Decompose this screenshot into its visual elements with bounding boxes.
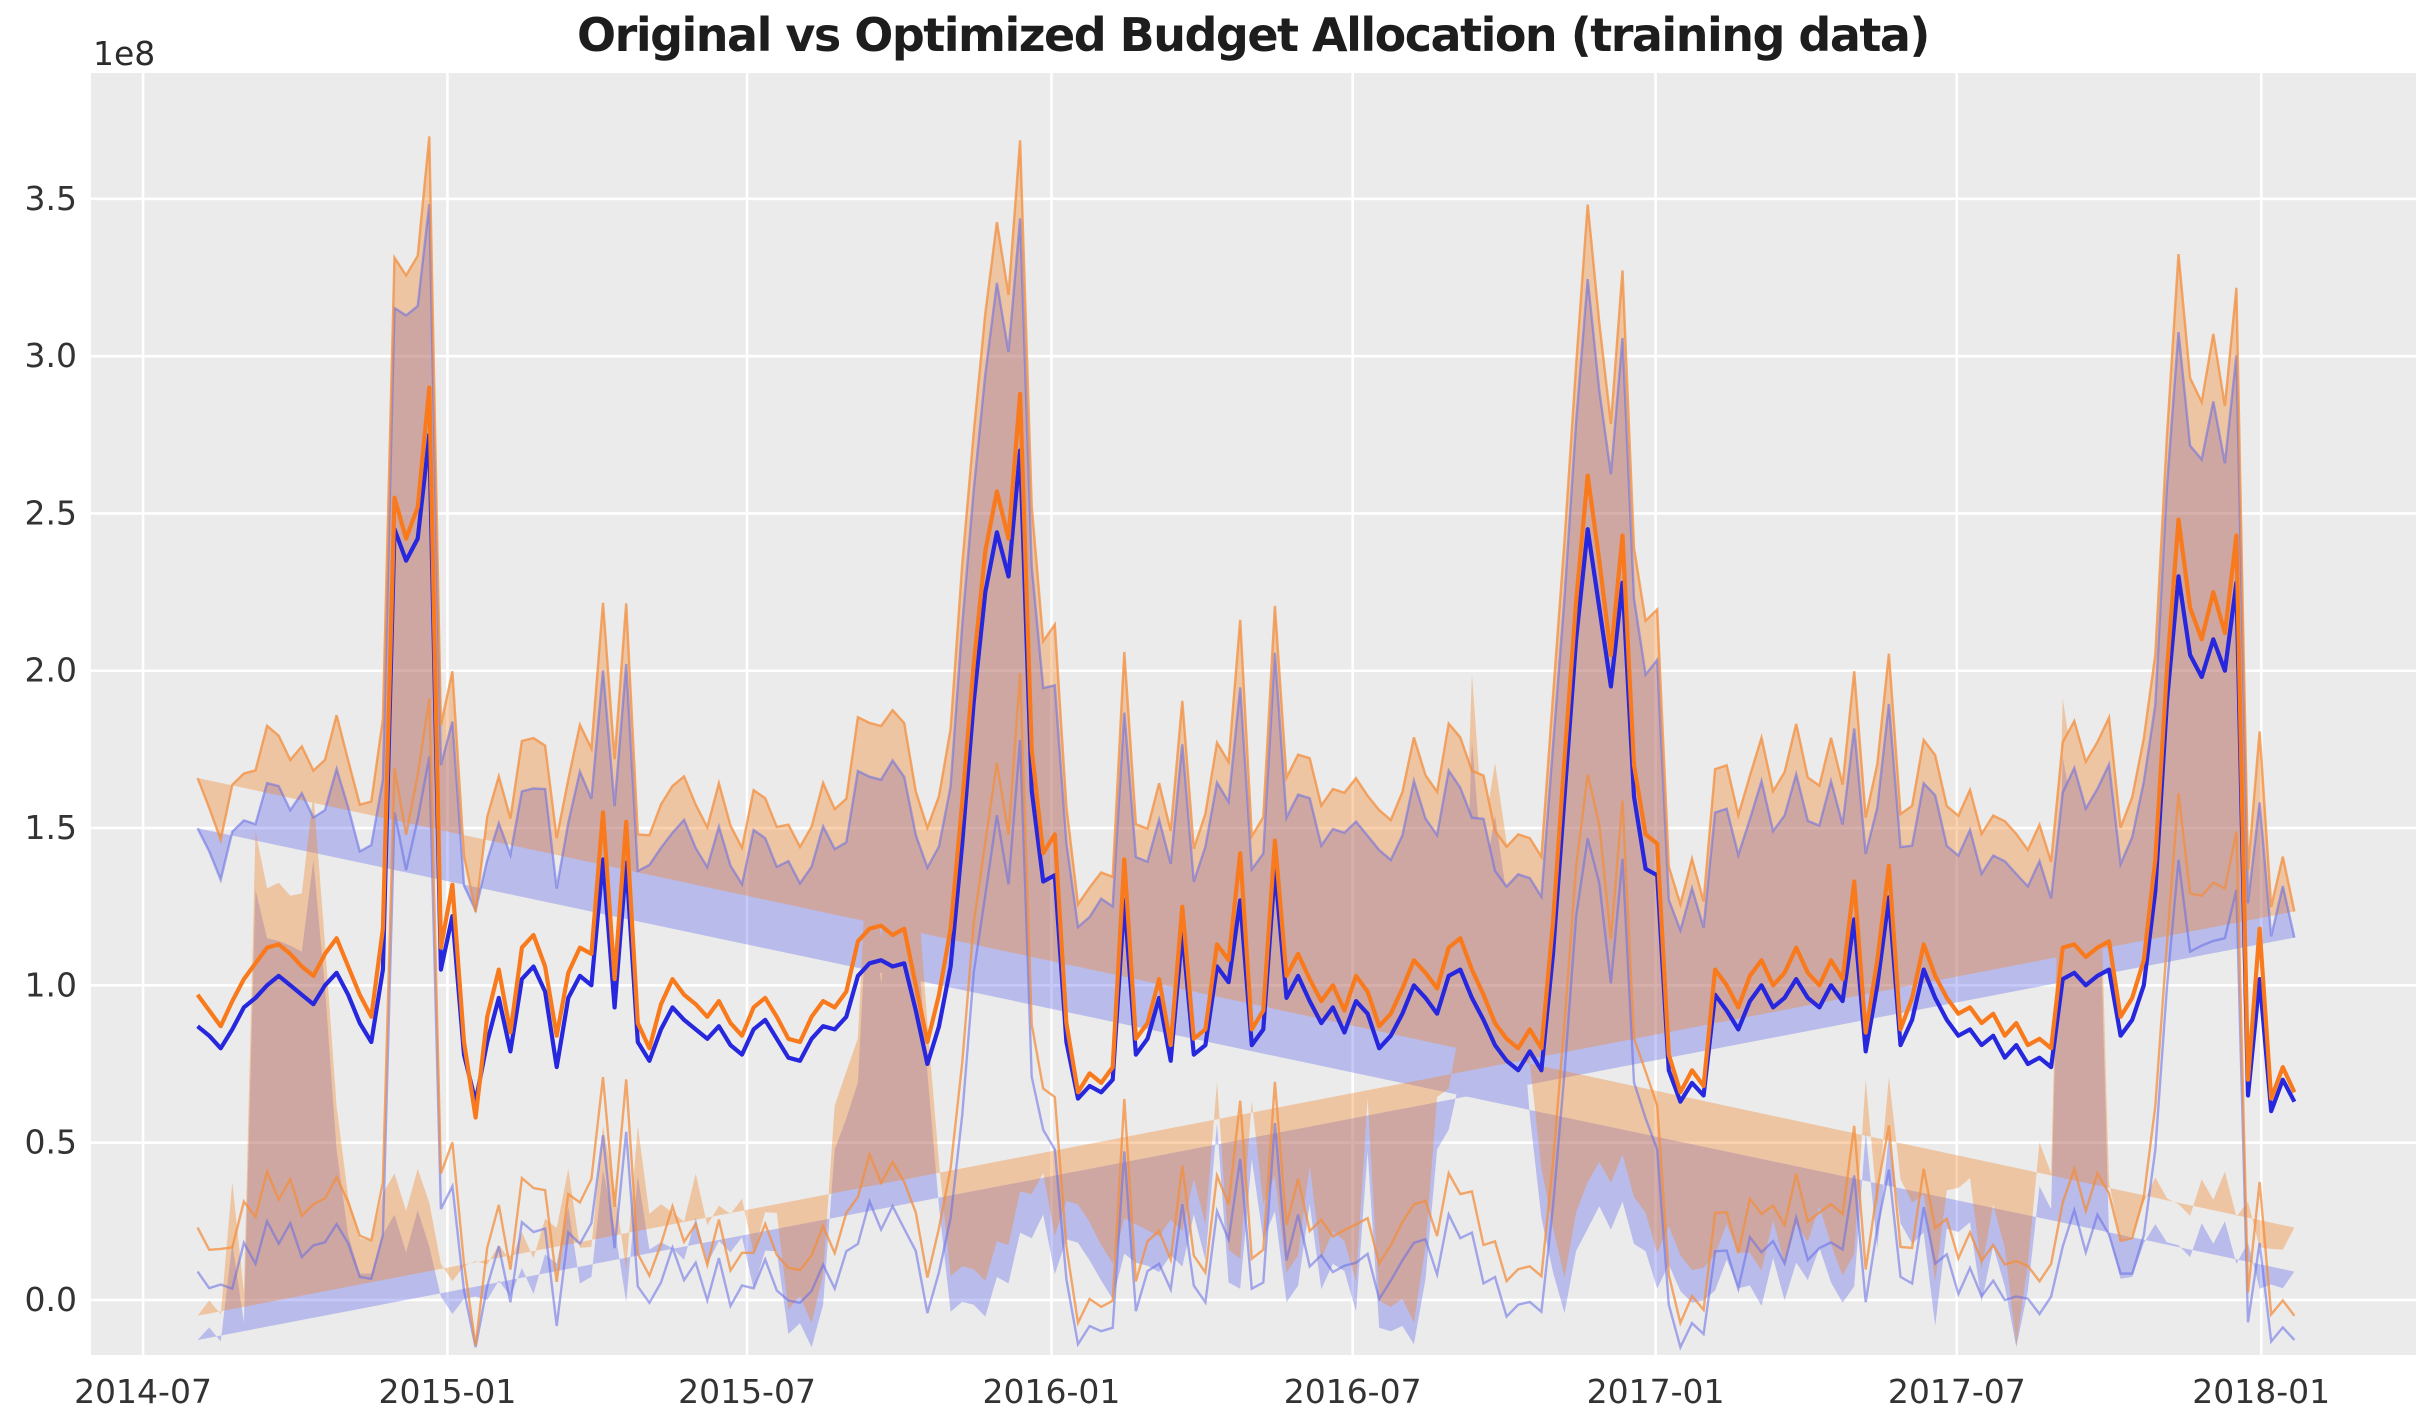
y-tick-label: 3.5 [25, 179, 77, 218]
y-tick-label: 0.5 [25, 1123, 77, 1162]
y-tick-label: 1.0 [25, 965, 77, 1004]
band-lower-edge-orange-series-optimized [196, 673, 2296, 1346]
chart-title: Original vs Optimized Budget Allocation … [577, 8, 1930, 62]
y-tick-label: 2.0 [25, 651, 77, 690]
x-tick-label: 2015-07 [678, 1372, 816, 1411]
x-tick-label: 2017-01 [1587, 1372, 1725, 1411]
band-lower-edge-blue-series-original [196, 739, 2296, 1351]
y-tick-label: 1.5 [25, 808, 77, 847]
y-tick-label: 3.0 [25, 336, 77, 375]
x-tick-label: 2015-01 [379, 1372, 517, 1411]
x-tick-label: 2016-01 [983, 1372, 1121, 1411]
band-upper-edge-orange-series-optimized [196, 136, 2296, 913]
x-tick-label: 2014-07 [74, 1372, 212, 1411]
y-tick-label: 0.0 [25, 1280, 77, 1319]
line-orange-series-optimized [195, 385, 2297, 1120]
y-tick-label: 2.5 [25, 493, 77, 532]
y-axis-offset-label: 1e8 [93, 34, 155, 73]
plot-area [91, 73, 2416, 1355]
band-upper-edge-blue-series-original [196, 203, 2296, 938]
x-tick-label: 2017-07 [1888, 1372, 2026, 1411]
x-tick-label: 2018-01 [2192, 1372, 2330, 1411]
band-blue-series-original [197, 204, 2295, 1348]
x-tick-label: 2016-07 [1284, 1372, 1422, 1411]
